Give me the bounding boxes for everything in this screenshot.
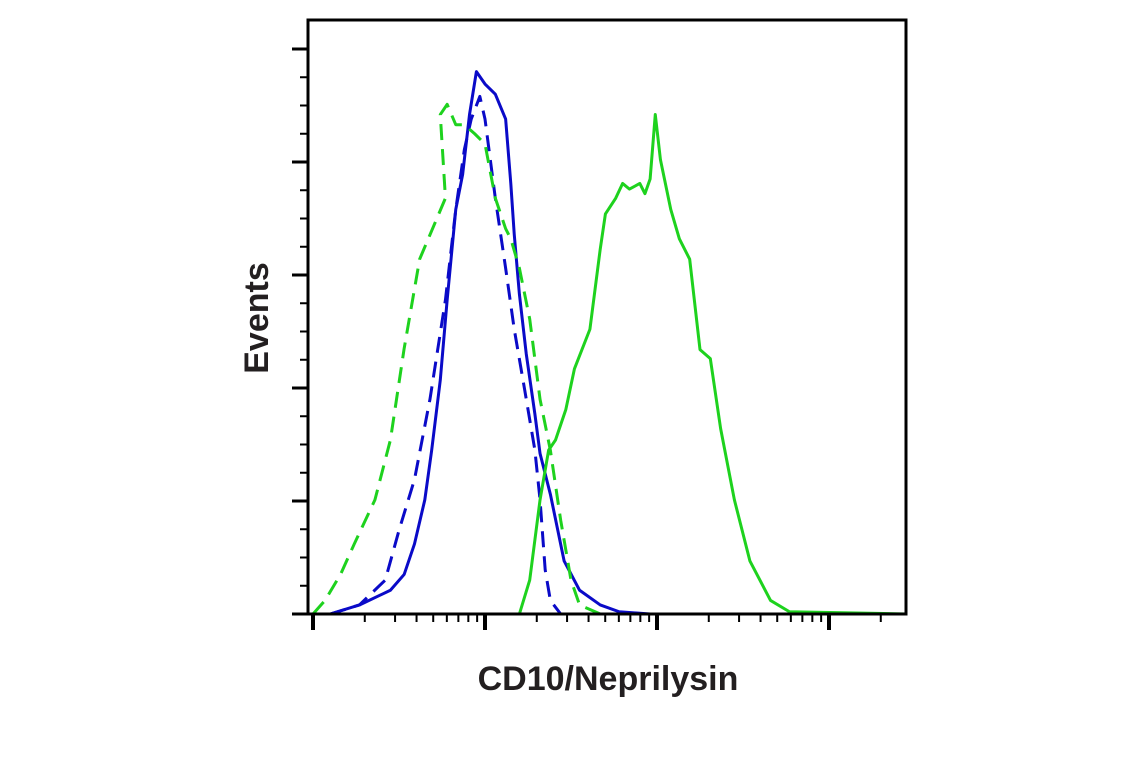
series-line-4	[517, 113, 907, 616]
plot-frame	[306, 18, 908, 616]
series-line-3	[311, 102, 907, 616]
y-axis-label: Events	[238, 262, 276, 374]
series-line-2	[329, 94, 562, 616]
series-line-1	[329, 70, 907, 616]
series-lines	[311, 70, 907, 616]
x-axis-label: CD10/Neprilysin	[478, 660, 739, 698]
